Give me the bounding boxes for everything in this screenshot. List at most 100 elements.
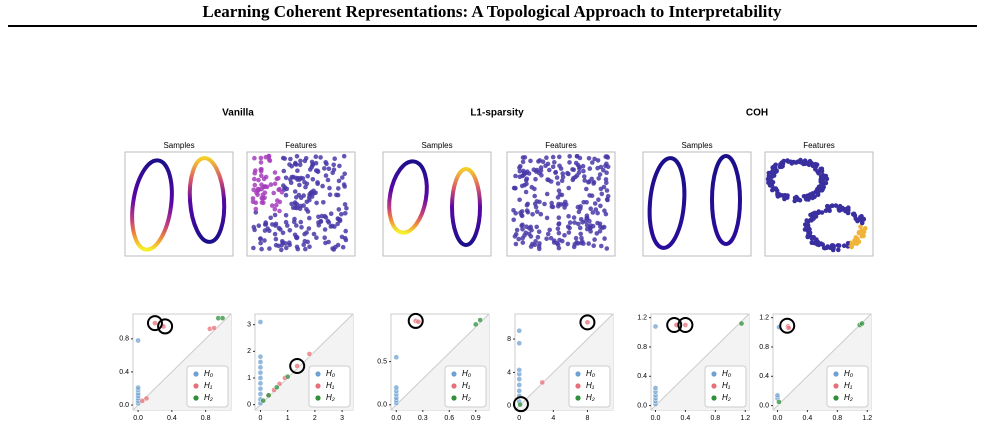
legend-label: H₀ xyxy=(586,369,596,378)
point xyxy=(774,392,781,399)
feature-dot xyxy=(259,173,264,179)
feature-dot xyxy=(252,170,257,176)
feature-dot xyxy=(582,178,587,183)
feature-dot xyxy=(520,235,525,241)
feature-dot xyxy=(327,192,333,197)
feature-dot xyxy=(293,161,298,167)
feature-dot xyxy=(311,191,317,196)
feature-dot xyxy=(274,202,279,208)
feature-dot xyxy=(578,240,584,246)
point xyxy=(776,399,782,405)
x-tick-label: 0.9 xyxy=(471,415,481,422)
feature-dot xyxy=(258,155,264,161)
y-tick-label: 0.4 xyxy=(119,369,129,376)
feature-dot xyxy=(335,216,341,221)
feature-dot xyxy=(293,205,298,210)
feature-dot xyxy=(560,171,565,176)
feature-dot xyxy=(765,176,771,182)
feature-dot xyxy=(288,177,293,182)
feature-dot xyxy=(582,174,587,179)
feature-dot xyxy=(859,228,865,233)
feature-dot xyxy=(858,224,863,230)
legend-label: H₂ xyxy=(844,393,853,402)
feature-dot xyxy=(591,243,596,248)
legend-swatch xyxy=(575,383,581,389)
feature-dot xyxy=(805,219,811,225)
feature-dot xyxy=(298,219,304,225)
persistence-diagram: 0.0 0.4 0.8 1.2 0.0 0.4 0.8 1.2 H₀ H₁ H₂ xyxy=(759,313,872,422)
feature-dot xyxy=(562,233,567,238)
feature-dot xyxy=(803,197,809,202)
legend-label: H₀ xyxy=(204,369,214,378)
legend-label: H₂ xyxy=(722,393,731,402)
feature-dot xyxy=(544,155,549,160)
y-tick-label: 0 xyxy=(507,403,511,410)
point xyxy=(393,354,400,361)
feature-dot xyxy=(518,164,523,169)
point xyxy=(539,379,546,386)
y-tick-label: 0.0 xyxy=(119,402,129,409)
feature-dot xyxy=(309,164,315,170)
legend-swatch xyxy=(711,395,717,401)
feature-dot xyxy=(525,209,531,215)
feature-dot xyxy=(547,167,552,173)
feature-dot xyxy=(302,158,308,164)
feature-dot xyxy=(590,210,596,215)
feature-dot xyxy=(544,236,549,241)
legend-label: H₂ xyxy=(204,393,213,402)
feature-dot xyxy=(597,172,603,177)
legend-label: H₀ xyxy=(844,369,854,378)
feature-dot xyxy=(281,183,286,188)
feature-dot xyxy=(272,212,278,218)
feature-dot xyxy=(328,211,334,216)
feature-dot xyxy=(544,191,550,197)
feature-dot xyxy=(808,212,813,218)
feature-dot xyxy=(537,246,542,252)
point xyxy=(143,395,150,402)
feature-dot xyxy=(305,173,311,179)
point xyxy=(273,384,280,391)
feature-dot xyxy=(553,170,558,175)
diagonal xyxy=(390,313,490,411)
panel-title: Samples xyxy=(421,141,452,150)
y-tick-label: 3 xyxy=(247,322,251,329)
legend-label: H₀ xyxy=(326,369,336,378)
x-tick-label: 2 xyxy=(313,415,317,422)
feature-dot xyxy=(534,209,540,214)
point xyxy=(516,376,523,382)
feature-dot xyxy=(584,216,589,221)
feature-dot xyxy=(277,186,282,192)
feature-dot xyxy=(604,180,609,186)
feature-dot xyxy=(272,181,278,187)
feature-dot xyxy=(771,186,776,192)
feature-dot xyxy=(845,210,851,215)
feature-dot xyxy=(323,173,329,178)
y-tick-label: 1.2 xyxy=(637,315,647,322)
feature-dot xyxy=(820,172,826,178)
feature-dot xyxy=(533,176,538,182)
feature-dot xyxy=(556,245,562,251)
feature-dot xyxy=(253,206,259,212)
feature-dot xyxy=(592,201,598,206)
feature-dot xyxy=(572,242,578,247)
feature-dot xyxy=(820,177,825,183)
point xyxy=(135,337,141,344)
feature-dot xyxy=(580,163,586,169)
feature-dot xyxy=(824,176,830,182)
feature-dot xyxy=(557,237,562,243)
highlight-ring xyxy=(677,316,694,333)
point xyxy=(738,320,745,327)
feature-dot xyxy=(342,171,348,177)
feature-dot xyxy=(344,205,349,211)
x-tick-label: 4 xyxy=(551,415,555,422)
embedding-loop xyxy=(450,167,482,247)
feature-dot xyxy=(550,154,556,160)
feature-dot xyxy=(524,181,529,187)
persistence-diagram: 0.0 0.4 0.8 1.2 0.0 0.4 0.8 1.2 H₀ H₁ H₂ xyxy=(637,313,750,422)
feature-dot xyxy=(851,211,856,217)
feature-dot xyxy=(841,243,847,248)
feature-dot xyxy=(560,174,566,180)
feature-dot xyxy=(584,222,590,228)
x-tick-label: 0.8 xyxy=(201,415,211,422)
point xyxy=(859,320,865,327)
